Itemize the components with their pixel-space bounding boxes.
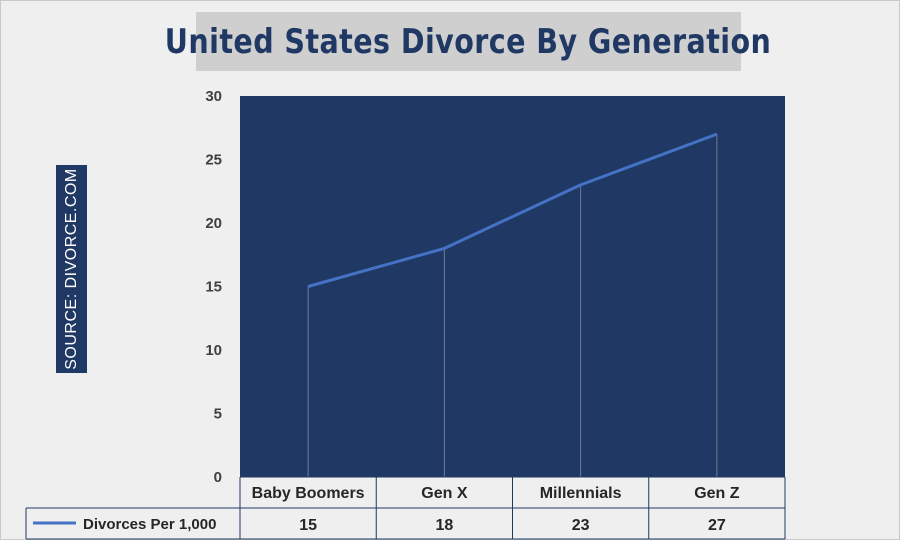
chart-title-box: United States Divorce By Generation (165, 12, 771, 71)
source-box: SOURCE: DIVORCE.COM (56, 165, 87, 373)
legend-label: Divorces Per 1,000 (83, 516, 216, 533)
y-tick-label: 20 (205, 215, 222, 232)
plot-area (240, 96, 785, 477)
y-tick-label: 0 (214, 469, 222, 486)
category-label: Baby Boomers (252, 485, 365, 502)
data-value-label: 27 (708, 517, 726, 534)
data-table: Baby Boomers 15 Gen X 18 Millennials 23 Gen Z 2… (25, 476, 786, 540)
category-label: Gen X (421, 485, 468, 502)
data-value-label: 15 (299, 517, 317, 534)
drop-lines (307, 134, 718, 477)
data-value-label: 18 (435, 517, 453, 534)
series-line (307, 132, 718, 288)
y-tick-label: 5 (214, 406, 222, 423)
y-tick-label: 15 (205, 279, 222, 296)
y-tick-label: 10 (205, 342, 222, 359)
data-value-label: 23 (572, 517, 590, 534)
y-axis-ticks: 0 5 10 15 20 25 30 (205, 88, 222, 486)
category-label: Gen Z (694, 485, 740, 502)
category-label: Millennials (540, 485, 622, 502)
y-tick-label: 30 (205, 88, 222, 105)
y-tick-label: 25 (205, 152, 222, 169)
chart-title: United States Divorce By Generation (165, 21, 772, 62)
